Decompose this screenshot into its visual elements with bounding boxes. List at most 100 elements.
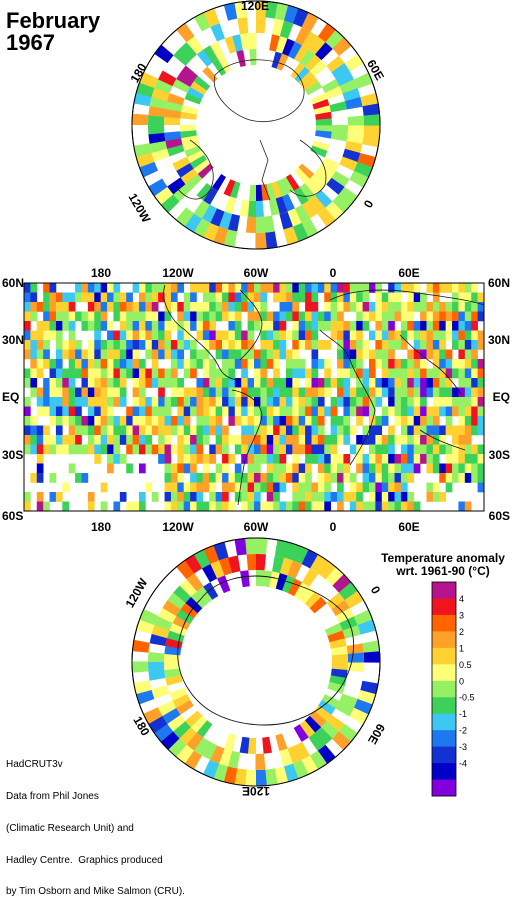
- world-cell: [260, 340, 268, 350]
- polar-cell: [292, 8, 309, 28]
- world-cell: [369, 397, 376, 407]
- world-cell: [426, 330, 434, 341]
- world-cell: [222, 387, 229, 398]
- legend-swatch: [432, 582, 456, 599]
- world-cell: [254, 406, 261, 417]
- world-cell: [324, 311, 331, 322]
- world-cell: [43, 349, 50, 360]
- world-cell: [413, 454, 421, 464]
- world-cell: [209, 501, 216, 512]
- world-cell: [81, 359, 89, 369]
- world-cell: [234, 311, 242, 322]
- world-cell: [145, 292, 153, 303]
- world-cell: [388, 492, 395, 502]
- world-cell: [190, 444, 197, 455]
- world-cell: [158, 444, 165, 455]
- world-cell: [87, 501, 95, 512]
- world-cell: [177, 359, 185, 369]
- world-cell: [305, 501, 312, 512]
- world-cell: [260, 311, 268, 322]
- world-cell: [241, 330, 248, 341]
- world-cell: [43, 501, 50, 512]
- world-cell: [452, 425, 459, 436]
- world-cell: [215, 501, 223, 512]
- world-cell: [439, 463, 446, 474]
- world-cell: [81, 425, 89, 436]
- world-cell: [247, 435, 255, 445]
- world-cell: [458, 416, 466, 426]
- left-lat-label: 30S: [2, 448, 23, 462]
- world-cell: [87, 311, 95, 322]
- polar-cell: [209, 745, 225, 764]
- world-cell: [209, 340, 216, 350]
- world-cell: [62, 406, 70, 417]
- world-cell: [254, 359, 261, 369]
- world-cell: [273, 435, 280, 445]
- polar-cell: [136, 619, 155, 634]
- world-cell: [107, 330, 114, 341]
- world-cell: [439, 302, 446, 312]
- world-cell: [94, 349, 101, 360]
- world-cell: [241, 368, 248, 379]
- world-cell: [196, 283, 204, 293]
- world-cell: [215, 302, 223, 312]
- world-cell: [202, 292, 210, 303]
- world-cell: [139, 501, 146, 512]
- polar-cell: [203, 222, 220, 242]
- polar-cell: [294, 204, 310, 224]
- world-cell: [394, 311, 402, 322]
- world-cell: [432, 368, 440, 379]
- world-cell: [292, 330, 300, 341]
- world-cell: [266, 425, 274, 436]
- world-cell: [139, 359, 146, 369]
- world-cell: [413, 283, 421, 293]
- world-cell: [279, 425, 287, 436]
- world-cell: [285, 292, 293, 303]
- world-cell: [234, 302, 242, 312]
- world-cell: [241, 283, 248, 293]
- south-polar-rim: [131, 537, 381, 787]
- world-cell: [107, 454, 114, 464]
- polar-cell: [151, 685, 170, 699]
- world-cell: [145, 406, 153, 417]
- world-cell: [222, 406, 229, 417]
- world-cell: [170, 444, 178, 455]
- world-cell: [375, 311, 383, 322]
- world-cell: [266, 435, 274, 445]
- world-cell: [164, 292, 172, 303]
- world-cell: [164, 321, 172, 331]
- world-cell: [254, 435, 261, 445]
- world-cell: [247, 330, 255, 341]
- world-cell: [432, 425, 440, 436]
- world-cell: [94, 425, 101, 436]
- world-cell: [273, 330, 280, 341]
- world-cell: [311, 283, 319, 293]
- world-cell: [298, 387, 306, 398]
- polar-cell: [281, 177, 294, 194]
- world-cell: [266, 387, 274, 398]
- world-cell: [388, 444, 395, 455]
- world-cell: [445, 397, 453, 407]
- world-cell: [369, 283, 376, 293]
- world-cell: [260, 482, 268, 493]
- world-cell: [413, 340, 421, 350]
- polar-cell: [294, 45, 310, 63]
- world-cell: [298, 340, 306, 350]
- world-cell: [24, 435, 31, 445]
- world-cell: [132, 330, 140, 341]
- polar-cell: [172, 693, 191, 708]
- world-cell: [177, 378, 185, 388]
- world-cell: [432, 482, 440, 493]
- world-cell: [75, 406, 82, 417]
- world-cell: [158, 425, 165, 436]
- world-cell: [228, 368, 236, 379]
- world-cell: [132, 425, 140, 436]
- polar-cell: [151, 87, 170, 102]
- world-cell: [164, 482, 172, 493]
- polar-cell: [185, 710, 203, 728]
- world-cell: [247, 473, 255, 483]
- polar-cell: [324, 86, 343, 100]
- world-cell: [375, 302, 383, 312]
- world-cell: [413, 349, 421, 360]
- world-cell: [68, 349, 76, 360]
